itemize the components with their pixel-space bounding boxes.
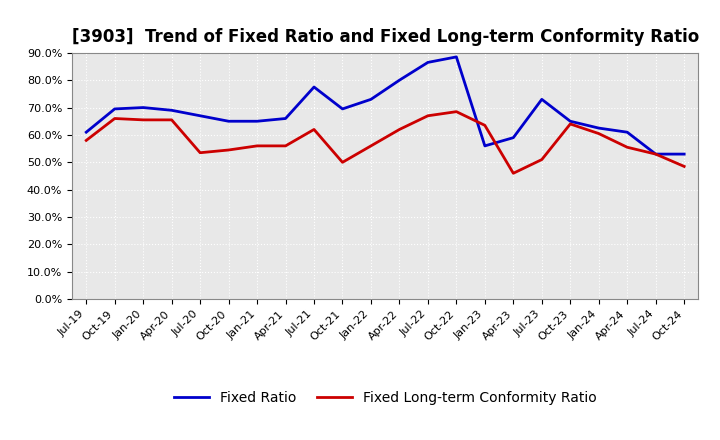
Fixed Ratio — [452, 54, 461, 59]
Fixed Long-term Conformity Ratio — [282, 143, 290, 149]
Fixed Ratio — [196, 113, 204, 118]
Fixed Ratio — [167, 108, 176, 113]
Fixed Long-term Conformity Ratio — [225, 147, 233, 153]
Fixed Ratio — [253, 119, 261, 124]
Fixed Ratio — [395, 77, 404, 83]
Fixed Ratio — [680, 151, 688, 157]
Fixed Ratio — [595, 125, 603, 131]
Line: Fixed Ratio: Fixed Ratio — [86, 57, 684, 154]
Fixed Ratio — [652, 151, 660, 157]
Title: [3903]  Trend of Fixed Ratio and Fixed Long-term Conformity Ratio: [3903] Trend of Fixed Ratio and Fixed Lo… — [71, 28, 699, 46]
Fixed Ratio — [566, 119, 575, 124]
Fixed Long-term Conformity Ratio — [110, 116, 119, 121]
Fixed Long-term Conformity Ratio — [537, 157, 546, 162]
Fixed Long-term Conformity Ratio — [82, 138, 91, 143]
Fixed Long-term Conformity Ratio — [566, 121, 575, 127]
Fixed Long-term Conformity Ratio — [480, 123, 489, 128]
Fixed Ratio — [282, 116, 290, 121]
Fixed Long-term Conformity Ratio — [680, 164, 688, 169]
Fixed Ratio — [310, 84, 318, 90]
Fixed Ratio — [366, 97, 375, 102]
Fixed Long-term Conformity Ratio — [652, 151, 660, 157]
Fixed Ratio — [110, 106, 119, 112]
Legend: Fixed Ratio, Fixed Long-term Conformity Ratio: Fixed Ratio, Fixed Long-term Conformity … — [168, 385, 602, 410]
Fixed Long-term Conformity Ratio — [366, 143, 375, 149]
Fixed Ratio — [423, 60, 432, 65]
Fixed Long-term Conformity Ratio — [253, 143, 261, 149]
Fixed Ratio — [537, 97, 546, 102]
Fixed Ratio — [82, 129, 91, 135]
Line: Fixed Long-term Conformity Ratio: Fixed Long-term Conformity Ratio — [86, 112, 684, 173]
Fixed Ratio — [509, 135, 518, 140]
Fixed Ratio — [623, 129, 631, 135]
Fixed Long-term Conformity Ratio — [167, 117, 176, 122]
Fixed Long-term Conformity Ratio — [452, 109, 461, 114]
Fixed Long-term Conformity Ratio — [196, 150, 204, 155]
Fixed Long-term Conformity Ratio — [595, 131, 603, 136]
Fixed Long-term Conformity Ratio — [139, 117, 148, 122]
Fixed Ratio — [338, 106, 347, 112]
Fixed Ratio — [139, 105, 148, 110]
Fixed Long-term Conformity Ratio — [338, 160, 347, 165]
Fixed Ratio — [480, 143, 489, 149]
Fixed Long-term Conformity Ratio — [310, 127, 318, 132]
Fixed Long-term Conformity Ratio — [423, 113, 432, 118]
Fixed Long-term Conformity Ratio — [509, 171, 518, 176]
Fixed Long-term Conformity Ratio — [395, 127, 404, 132]
Fixed Long-term Conformity Ratio — [623, 145, 631, 150]
Fixed Ratio — [225, 119, 233, 124]
